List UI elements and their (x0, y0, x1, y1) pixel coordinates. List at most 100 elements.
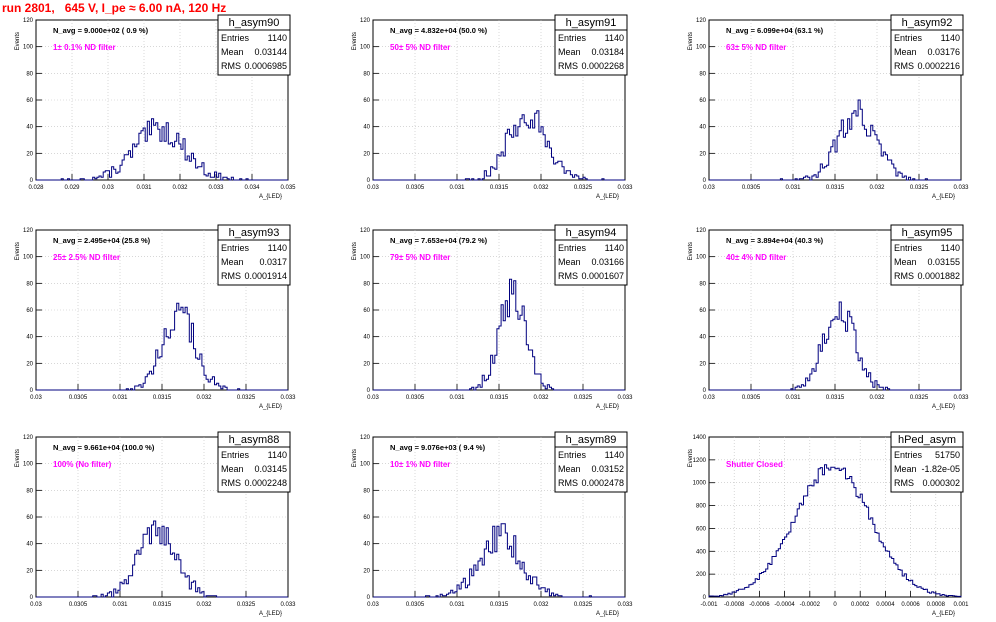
x-tick-label: 0.033 (617, 395, 633, 401)
x-tick-label: 0.0305 (406, 395, 425, 401)
y-tick-label: 100 (696, 45, 707, 51)
y-tick-label: 100 (23, 45, 34, 51)
x-tick-label: 0 (833, 602, 837, 608)
x-tick-label: 0.031 (136, 185, 152, 191)
y-axis-title: Events (352, 449, 358, 467)
x-tick-label: 0.033 (617, 602, 633, 608)
hist-name: h_asym93 (229, 227, 280, 239)
x-tick-label: 0.032 (196, 602, 212, 608)
stats-label-mean: Mean (221, 47, 244, 57)
x-tick-label: 0.0325 (574, 395, 593, 401)
stats-value-rms: 0.000302 (922, 478, 960, 488)
histogram-pad-h_asym89: 0.03 0.0305 0.031 0.0315 0.032 0.0325 0.033 0 20… (352, 431, 633, 617)
x-tick-label: 0.035 (280, 185, 296, 191)
x-tick-label: 0.032 (869, 395, 885, 401)
hist-name: h_asym92 (902, 17, 953, 29)
x-tick-label: 0.03 (30, 602, 42, 608)
histogram-line (36, 302, 288, 391)
x-tick-label: 0.03 (102, 185, 114, 191)
stats-label-entries: Entries (558, 450, 587, 460)
x-tick-label: -0.0002 (800, 602, 821, 608)
navg-label: N_avg = 3.894e+04 (40.3 %) (726, 236, 824, 245)
x-tick-label: 0.031 (449, 395, 465, 401)
stats-label-entries: Entries (894, 450, 923, 460)
y-tick-label: 120 (23, 228, 34, 234)
x-tick-label: 0.033 (953, 395, 969, 401)
stats-label-mean: Mean (558, 464, 581, 474)
y-tick-label: 0 (703, 595, 707, 601)
navg-label: N_avg = 9.076e+03 ( 9.4 %) (390, 443, 486, 452)
x-axis-title: A_{LED} (259, 611, 282, 617)
x-axis-title: A_{LED} (596, 404, 619, 410)
x-tick-label: 0.0305 (69, 602, 88, 608)
x-axis-title: A_{LED} (932, 404, 955, 410)
y-tick-label: 0 (30, 388, 34, 394)
y-tick-label: 100 (360, 45, 371, 51)
navg-label: N_avg = 7.653e+04 (79.2 %) (390, 236, 488, 245)
stats-value-entries: 51750 (935, 450, 960, 460)
x-tick-label: 0.031 (449, 185, 465, 191)
filter-label: 100% (No filter) (53, 460, 112, 469)
x-tick-label: 0.033 (280, 395, 296, 401)
stats-value-rms: 0.0002268 (581, 61, 624, 71)
y-axis-title: Events (15, 32, 21, 50)
filter-label: 10± 1% ND filter (390, 460, 450, 469)
x-tick-label: 0.0315 (826, 395, 845, 401)
navg-label: N_avg = 2.495e+04 (25.8 %) (53, 236, 151, 245)
stats-value-rms: 0.0002248 (244, 478, 287, 488)
x-tick-label: 0.03 (367, 185, 379, 191)
stats-value-mean: 0.03176 (927, 47, 960, 57)
y-tick-label: 60 (26, 515, 33, 521)
y-tick-label: 60 (363, 515, 370, 521)
x-axis-title: A_{LED} (596, 194, 619, 200)
x-tick-label: 0.033 (208, 185, 224, 191)
stats-label-entries: Entries (221, 450, 250, 460)
y-axis-title: Events (688, 449, 694, 467)
histogram-pad-h_asym92: 0.03 0.0305 0.031 0.0315 0.032 0.0325 0.033 0 20… (688, 14, 969, 200)
hist-name: hPed_asym (898, 434, 956, 446)
x-tick-label: 0.0325 (910, 395, 929, 401)
stats-value-mean: -1.82e-05 (921, 464, 960, 474)
y-tick-label: 200 (696, 572, 707, 578)
stats-value-rms: 0.0002216 (917, 61, 960, 71)
x-tick-label: 0.031 (449, 602, 465, 608)
y-axis-title: Events (688, 32, 694, 50)
y-tick-label: 100 (696, 255, 707, 261)
navg-label: N_avg = 9.000e+02 ( 0.9 %) (53, 26, 149, 35)
stats-label-entries: Entries (558, 243, 587, 253)
stats-label-entries: Entries (894, 243, 923, 253)
stats-value-mean: 0.03145 (254, 464, 287, 474)
x-tick-label: 0.0325 (574, 602, 593, 608)
y-tick-label: 120 (696, 228, 707, 234)
x-tick-label: 0.032 (533, 395, 549, 401)
y-axis-title: Events (15, 449, 21, 467)
histogram-line (373, 523, 625, 598)
y-tick-label: 100 (23, 255, 34, 261)
stats-value-mean: 0.03152 (591, 464, 624, 474)
stats-box: h_asym95 Entries 1140 Mean 0.03155 RMS 0.00018… (890, 224, 964, 286)
stats-label-entries: Entries (221, 243, 250, 253)
y-tick-label: 80 (363, 71, 370, 77)
y-tick-label: 80 (363, 488, 370, 494)
stats-value-mean: 0.0317 (259, 257, 287, 267)
histogram-pad-h_asym94: 0.03 0.0305 0.031 0.0315 0.032 0.0325 0.033 0 20… (352, 224, 633, 410)
stats-label-entries: Entries (894, 33, 923, 43)
x-tick-label: 0.03 (703, 185, 715, 191)
stats-box: h_asym93 Entries 1140 Mean 0.0317 RMS 0.000191… (217, 224, 291, 286)
y-tick-label: 40 (363, 125, 370, 131)
stats-value-mean: 0.03144 (254, 47, 287, 57)
histogram-pad-hPed_asym: -0.001 -0.0008 -0.0006 -0.0004 -0.0002 0 0.000… (688, 431, 969, 617)
x-tick-label: 0.0305 (742, 395, 761, 401)
y-axis-title: Events (688, 242, 694, 260)
stats-label-rms: RMS (894, 61, 914, 71)
x-tick-label: 0.034 (244, 185, 260, 191)
stats-box-frame (217, 431, 291, 493)
histogram-pad-h_asym88: 0.03 0.0305 0.031 0.0315 0.032 0.0325 0.033 0 20… (15, 431, 296, 617)
y-tick-label: 0 (367, 178, 371, 184)
x-axis-title: A_{LED} (932, 194, 955, 200)
filter-label: 1± 0.1% ND filter (53, 43, 116, 52)
x-tick-label: -0.001 (700, 602, 718, 608)
y-tick-label: 120 (23, 435, 34, 441)
x-tick-label: 0.0002 (851, 602, 870, 608)
filter-label: 79± 5% ND filter (390, 253, 450, 262)
